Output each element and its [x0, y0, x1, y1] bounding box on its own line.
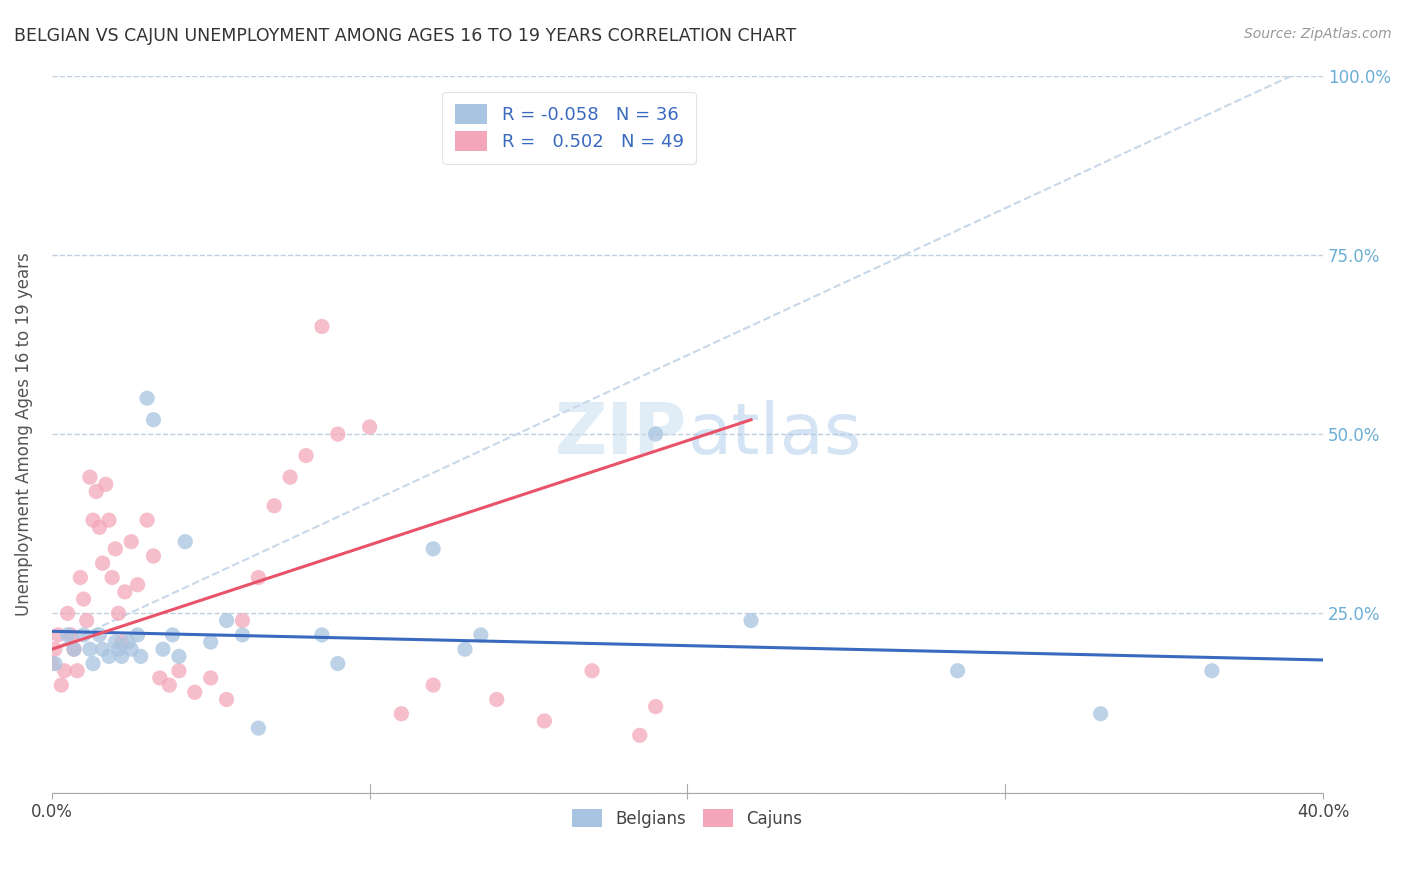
- Point: [94, 477, 117, 491]
- Point: [56, 607, 79, 621]
- Point: [231, 614, 253, 628]
- Point: [644, 427, 666, 442]
- Point: [311, 319, 333, 334]
- Point: [533, 714, 555, 728]
- Point: [41, 657, 63, 671]
- Point: [82, 657, 104, 671]
- Point: [69, 570, 91, 584]
- Point: [89, 520, 111, 534]
- Point: [422, 541, 444, 556]
- Point: [740, 614, 762, 628]
- Point: [84, 484, 107, 499]
- Point: [79, 642, 101, 657]
- Point: [111, 649, 134, 664]
- Point: [149, 671, 172, 685]
- Point: [152, 642, 174, 657]
- Point: [247, 570, 270, 584]
- Point: [53, 664, 76, 678]
- Point: [263, 499, 285, 513]
- Point: [359, 420, 381, 434]
- Point: [174, 534, 197, 549]
- Point: [142, 413, 165, 427]
- Point: [470, 628, 492, 642]
- Point: [104, 541, 127, 556]
- Point: [167, 664, 190, 678]
- Point: [422, 678, 444, 692]
- Point: [91, 642, 114, 657]
- Point: [628, 728, 651, 742]
- Point: [644, 699, 666, 714]
- Point: [162, 628, 184, 642]
- Point: [1090, 706, 1112, 721]
- Point: [127, 577, 149, 591]
- Point: [72, 592, 94, 607]
- Point: [111, 635, 134, 649]
- Point: [129, 649, 152, 664]
- Point: [114, 585, 136, 599]
- Point: [215, 692, 238, 706]
- Text: BELGIAN VS CAJUN UNEMPLOYMENT AMONG AGES 16 TO 19 YEARS CORRELATION CHART: BELGIAN VS CAJUN UNEMPLOYMENT AMONG AGES…: [14, 27, 796, 45]
- Point: [117, 635, 139, 649]
- Point: [97, 513, 120, 527]
- Point: [200, 671, 222, 685]
- Text: atlas: atlas: [688, 400, 862, 468]
- Point: [89, 628, 111, 642]
- Point: [44, 642, 66, 657]
- Point: [295, 449, 318, 463]
- Y-axis label: Unemployment Among Ages 16 to 19 years: Unemployment Among Ages 16 to 19 years: [15, 252, 32, 616]
- Point: [157, 678, 180, 692]
- Point: [104, 635, 127, 649]
- Point: [326, 657, 349, 671]
- Point: [278, 470, 301, 484]
- Point: [215, 614, 238, 628]
- Point: [44, 657, 66, 671]
- Point: [184, 685, 207, 699]
- Point: [389, 706, 412, 721]
- Point: [136, 513, 159, 527]
- Point: [101, 570, 124, 584]
- Point: [59, 628, 82, 642]
- Point: [326, 427, 349, 442]
- Point: [136, 391, 159, 405]
- Point: [76, 614, 98, 628]
- Point: [51, 678, 73, 692]
- Point: [63, 642, 86, 657]
- Point: [120, 642, 142, 657]
- Point: [485, 692, 508, 706]
- Point: [46, 628, 69, 642]
- Point: [97, 649, 120, 664]
- Point: [63, 642, 86, 657]
- Text: ZIP: ZIP: [555, 400, 688, 468]
- Point: [79, 470, 101, 484]
- Point: [120, 534, 142, 549]
- Point: [1201, 664, 1223, 678]
- Point: [56, 628, 79, 642]
- Point: [311, 628, 333, 642]
- Legend: Belgians, Cajuns: Belgians, Cajuns: [565, 803, 808, 835]
- Point: [946, 664, 969, 678]
- Point: [142, 549, 165, 563]
- Text: Source: ZipAtlas.com: Source: ZipAtlas.com: [1244, 27, 1392, 41]
- Point: [107, 607, 129, 621]
- Point: [127, 628, 149, 642]
- Point: [581, 664, 603, 678]
- Point: [91, 556, 114, 570]
- Point: [167, 649, 190, 664]
- Point: [107, 642, 129, 657]
- Point: [72, 628, 94, 642]
- Point: [82, 513, 104, 527]
- Point: [247, 721, 270, 735]
- Point: [200, 635, 222, 649]
- Point: [454, 642, 477, 657]
- Point: [231, 628, 253, 642]
- Point: [66, 664, 89, 678]
